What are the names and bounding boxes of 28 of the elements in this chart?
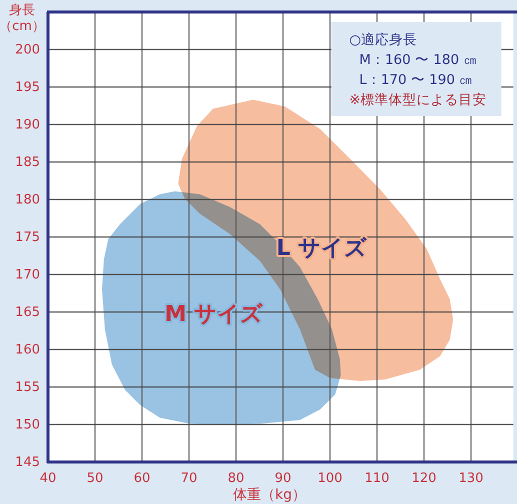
- y-tick-label: 145: [15, 455, 40, 470]
- annotation: ※標準体型による目安: [349, 92, 487, 108]
- y-tick-label: 160: [15, 342, 40, 358]
- x-tick-label: 130: [458, 471, 484, 486]
- y-tick-label: 175: [15, 230, 40, 245]
- x-tick-label: 110: [364, 471, 390, 486]
- y-tick-label: 165: [15, 305, 40, 320]
- y-tick-label: 185: [15, 155, 40, 170]
- x-tick-label: 50: [86, 471, 104, 486]
- y-tick-label: 190: [15, 118, 40, 132]
- x-tick-label: 100: [318, 471, 342, 486]
- x-axis-title: 体重（kg）: [233, 487, 306, 503]
- x-tick-label: 60: [134, 471, 150, 486]
- x-tick-label: 40: [40, 471, 56, 486]
- y-tick-label: 150: [15, 418, 40, 432]
- y-axis-title: 身長（cm）: [0, 3, 45, 34]
- y-tick-label: 200: [15, 42, 40, 58]
- x-tick-label: 80: [228, 471, 244, 486]
- x-tick-label: 120: [412, 471, 436, 486]
- y-tick-label: 180: [15, 192, 40, 208]
- y-tick-label: 155: [15, 380, 40, 395]
- x-tick-label: 90: [274, 471, 292, 486]
- annotation: M：160 〜 180 ㎝: [359, 52, 478, 68]
- y-tick-label: 170: [15, 268, 40, 282]
- y-tick-label: 195: [15, 80, 40, 95]
- annotation: ○適応身長: [349, 32, 418, 48]
- annotation: L：170 〜 190 ㎝: [359, 72, 474, 88]
- x-tick-label: 70: [180, 471, 198, 486]
